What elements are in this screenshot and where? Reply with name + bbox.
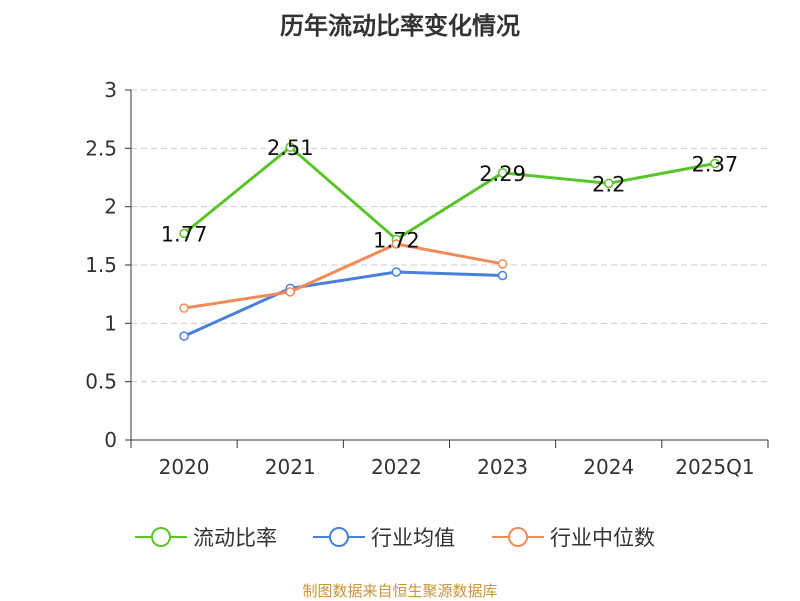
data-labels: 1.77 2.51 1.72 2.29 2.2 2.37 xyxy=(161,136,739,252)
legend-label-industry_avg: 行业均值 xyxy=(371,526,455,550)
data-label-current_ratio: 2.37 xyxy=(692,153,739,177)
y-tick-label: 0 xyxy=(104,428,117,452)
y-tick-label: 0.5 xyxy=(85,370,117,394)
data-point-industry_avg xyxy=(179,331,189,341)
data-label-current_ratio: 2.2 xyxy=(592,172,625,196)
y-tick-label: 2 xyxy=(104,195,117,219)
legend: 流动比率 行业均值 行业中位数 xyxy=(135,526,655,550)
series xyxy=(179,142,720,341)
data-point-industry_median xyxy=(391,239,402,249)
legend-label-current_ratio: 流动比率 xyxy=(193,526,277,550)
data-label-current_ratio: 2.29 xyxy=(479,162,526,186)
data-point-current_ratio xyxy=(179,228,189,239)
chart-title: 历年流动比率变化情况 xyxy=(280,12,520,40)
axes: 0 0.5 1 1.5 2 2.5 3 2020 2021 2022 2023 2024 2025Q1 xyxy=(85,78,769,479)
grid-lines xyxy=(131,89,768,383)
x-tick-label: 2021 xyxy=(265,455,316,479)
x-tick-label: 2025Q1 xyxy=(675,455,754,479)
source-note: 制图数据来自恒生聚源数据库 xyxy=(302,582,498,600)
data-point-industry_median xyxy=(497,259,508,269)
data-point-industry_avg xyxy=(391,267,402,277)
data-label-current_ratio: 2.51 xyxy=(267,136,314,160)
legend-marker-current_ratio xyxy=(151,527,171,547)
data-point-industry_median xyxy=(179,303,189,313)
y-tick-label: 1 xyxy=(104,311,117,335)
x-tick-label: 2024 xyxy=(583,455,634,479)
x-tick-label: 2022 xyxy=(371,455,422,479)
y-tick-label: 2.5 xyxy=(85,136,117,160)
series-line-current_ratio xyxy=(183,145,716,241)
legend-marker-industry_median xyxy=(508,527,528,547)
y-tick-label: 1.5 xyxy=(85,253,117,277)
x-tick-label: 2023 xyxy=(477,455,528,479)
series-line-industry_median xyxy=(183,242,503,310)
data-point-current_ratio xyxy=(497,168,508,178)
data-label-current_ratio: 1.77 xyxy=(161,223,208,247)
y-tick-label: 3 xyxy=(104,78,117,102)
data-point-current_ratio xyxy=(604,178,614,189)
data-point-industry_median xyxy=(285,287,295,297)
legend-label-industry_median: 行业中位数 xyxy=(550,526,655,550)
data-point-current_ratio xyxy=(285,142,295,152)
data-point-industry_avg xyxy=(497,270,508,281)
data-label-current_ratio: 1.72 xyxy=(373,228,420,252)
x-tick-label: 2020 xyxy=(159,455,210,479)
legend-marker-industry_avg xyxy=(329,527,349,547)
series-line-industry_avg xyxy=(183,270,503,338)
data-point-current_ratio xyxy=(710,158,720,169)
